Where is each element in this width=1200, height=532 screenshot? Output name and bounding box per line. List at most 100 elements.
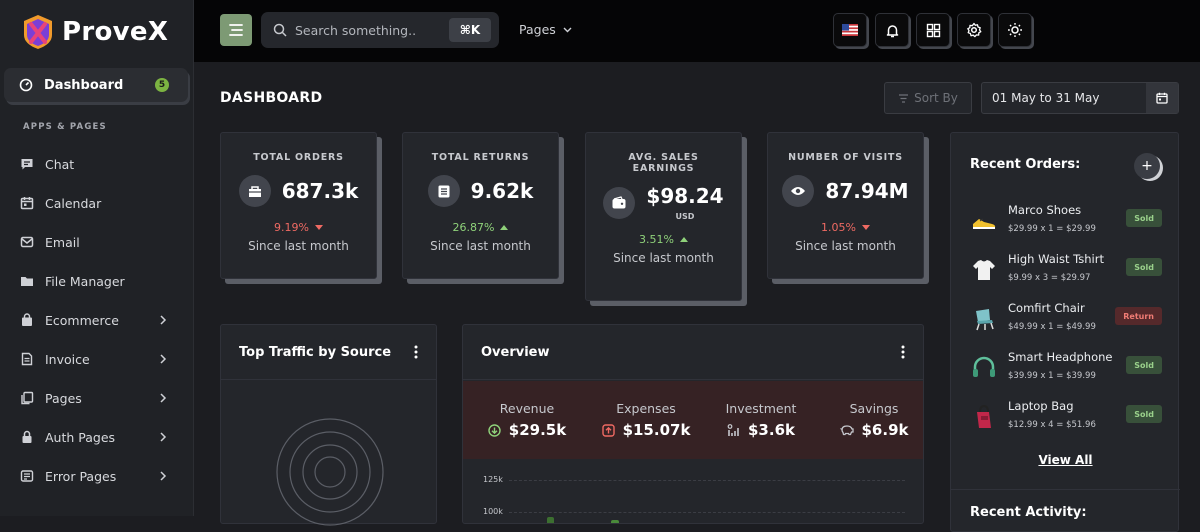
status-badge: Sold xyxy=(1126,209,1162,227)
apps-button[interactable] xyxy=(916,13,950,47)
chevron-right-icon xyxy=(160,354,167,364)
stat-card-avg-sales-earnings: AVG. SALES EARNINGS $98.24 USD 3.51% Sin… xyxy=(585,132,742,301)
sidebar-item-dashboard[interactable]: Dashboard 5 xyxy=(4,68,188,102)
date-range-picker[interactable]: 01 May to 31 May xyxy=(981,82,1179,114)
y-tick-label: 100k xyxy=(483,507,503,516)
list-item[interactable]: High Waist Tshirt $9.99 x 3 = $29.97 Sol… xyxy=(970,252,1162,292)
add-order-button[interactable]: + xyxy=(1134,153,1160,179)
sidebar-item-email[interactable]: Email xyxy=(19,230,175,254)
nav-section-title: APPS & PAGES xyxy=(23,122,107,132)
brand-logo-icon xyxy=(24,15,52,49)
sort-by-button[interactable]: Sort By xyxy=(884,82,972,114)
pages-icon xyxy=(19,390,35,406)
stat-value: 9.62k xyxy=(470,179,534,203)
sidebar-item-chat[interactable]: Chat xyxy=(19,152,175,176)
stat-title: NUMBER OF VISITS xyxy=(788,152,903,163)
list-item[interactable]: Smart Headphone $39.99 x 1 = $39.99 Sold xyxy=(970,350,1162,390)
overview-summary: Revenue $29.5k Expenses $15.07k Investme… xyxy=(463,381,923,459)
date-range-value: 01 May to 31 May xyxy=(992,91,1100,105)
sidebar-item-file-manager[interactable]: File Manager xyxy=(19,269,175,293)
theme-toggle-button[interactable] xyxy=(998,13,1032,47)
grid-icon xyxy=(926,23,940,37)
calendar-icon xyxy=(1156,92,1168,104)
stat-value: 687.3k xyxy=(281,179,359,203)
list-item[interactable]: Laptop Bag $12.99 x 4 = $51.96 Sold xyxy=(970,399,1162,439)
traffic-card: Top Traffic by Source xyxy=(220,324,437,526)
topbar: ⌘K Pages xyxy=(194,0,1200,62)
stat-since: Since last month xyxy=(613,251,714,265)
folder-icon xyxy=(19,273,35,289)
sidebar-item-auth-pages[interactable]: Auth Pages xyxy=(19,425,175,449)
status-badge: Return xyxy=(1115,307,1162,325)
language-button[interactable] xyxy=(833,13,867,47)
stat-change-value: 1.05% xyxy=(821,221,856,234)
sidebar-item-calendar[interactable]: Calendar xyxy=(19,191,175,215)
more-vertical-icon[interactable] xyxy=(414,345,418,359)
traffic-donut-chart xyxy=(276,418,384,526)
overview-value: $29.5k xyxy=(508,421,567,439)
stat-value: $98.24 xyxy=(646,184,724,208)
chart-bars-icon xyxy=(727,423,739,436)
recent-activity-title: Recent Activity: xyxy=(970,505,1087,520)
stat-card-total-returns: TOTAL RETURNS 9.62k 26.87% Since last mo… xyxy=(402,132,559,279)
order-price: $39.99 x 1 = $39.99 xyxy=(1008,371,1096,381)
wallet-icon xyxy=(603,186,636,219)
list-item[interactable]: Comfirt Chair $49.99 x 1 = $49.99 Return xyxy=(970,301,1162,341)
order-price: $49.99 x 1 = $49.99 xyxy=(1008,322,1096,332)
shoe-icon xyxy=(973,218,996,229)
calendar-button[interactable] xyxy=(1146,83,1178,113)
caret-up-icon xyxy=(500,225,509,230)
sort-by-label: Sort By xyxy=(914,91,958,105)
search-bar: ⌘K xyxy=(261,12,499,48)
sidebar-item-ecommerce[interactable]: Ecommerce xyxy=(19,308,175,332)
search-icon xyxy=(273,23,287,37)
stat-value: 87.94M xyxy=(825,179,909,203)
stat-title: AVG. SALES EARNINGS xyxy=(628,152,699,174)
order-name: Smart Headphone xyxy=(1008,350,1113,364)
stat-since: Since last month xyxy=(248,239,349,253)
order-name: High Waist Tshirt xyxy=(1008,252,1104,266)
chevron-right-icon xyxy=(160,315,167,325)
menu-toggle-button[interactable] xyxy=(220,14,252,46)
chart-bar xyxy=(547,517,554,523)
stat-card-number-of-visits: NUMBER OF VISITS 87.94M 1.05% Since last… xyxy=(767,132,924,279)
overview-savings: Savings $6.9k xyxy=(829,401,919,439)
dashboard-icon xyxy=(19,78,33,92)
overview-value: $6.9k xyxy=(861,421,909,439)
search-input[interactable] xyxy=(295,22,445,38)
stat-change: 26.87% xyxy=(403,221,558,234)
list-item[interactable]: Marco Shoes $29.99 x 1 = $29.99 Sold xyxy=(970,203,1162,243)
view-all-link[interactable]: View All xyxy=(1038,453,1093,467)
chevron-right-icon xyxy=(160,393,167,403)
sidebar-item-invoice[interactable]: Invoice xyxy=(19,347,175,371)
sidebar-item-label: Ecommerce xyxy=(45,312,119,328)
overview-value: $15.07k xyxy=(622,421,691,439)
notification-badge: 5 xyxy=(155,78,169,92)
pages-dropdown[interactable]: Pages xyxy=(519,22,572,37)
brand[interactable]: ProveX xyxy=(22,14,168,50)
main-content: DASHBOARD Sort By 01 May to 31 May TOTAL… xyxy=(194,62,1200,532)
settings-button[interactable] xyxy=(957,13,991,47)
sun-icon xyxy=(1008,23,1022,37)
chat-icon xyxy=(19,156,35,172)
sidebar-item-label: Calendar xyxy=(45,195,102,211)
caret-down-icon xyxy=(314,225,323,230)
more-vertical-icon[interactable] xyxy=(901,345,905,359)
pages-dropdown-label: Pages xyxy=(519,22,556,37)
plus-icon: + xyxy=(1141,158,1153,174)
gridline xyxy=(509,512,905,513)
overview-expenses: Expenses $15.07k xyxy=(591,401,701,439)
invoice-icon xyxy=(19,351,35,367)
tshirt-icon xyxy=(973,260,995,280)
status-badge: Sold xyxy=(1126,356,1162,374)
overview-label: Savings xyxy=(849,401,899,416)
gridline xyxy=(509,480,905,481)
sidebar-item-pages[interactable]: Pages xyxy=(19,386,175,410)
overview-label: Expenses xyxy=(616,401,676,416)
notifications-button[interactable] xyxy=(875,13,909,47)
sidebar-item-label: File Manager xyxy=(45,273,125,289)
stat-title: TOTAL RETURNS xyxy=(431,152,530,163)
stat-change-value: 26.87% xyxy=(452,221,495,234)
sidebar-item-error-pages[interactable]: Error Pages xyxy=(19,464,175,488)
stat-change-value: 9.19% xyxy=(274,221,309,234)
